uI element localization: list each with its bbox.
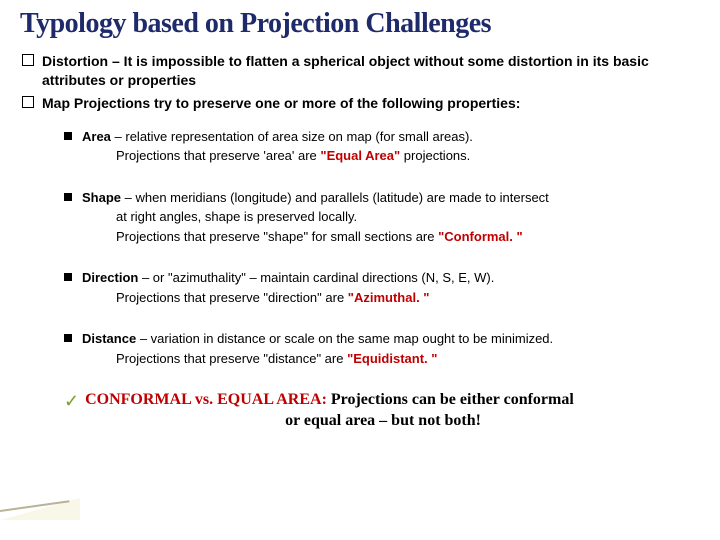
slide-title: Typology based on Projection Challenges — [0, 0, 720, 52]
top-label-1: Distortion — [42, 53, 108, 69]
square-bullet-icon — [64, 132, 72, 140]
sub-red: "Azimuthal. " — [348, 290, 430, 305]
sub-line1: – when meridians (longitude) and paralle… — [121, 190, 549, 205]
sub-line2b: projections. — [400, 148, 470, 163]
checkmark-icon: ✓ — [64, 392, 79, 410]
checkbox-icon — [22, 54, 34, 66]
sub-line2a: Projections that preserve 'area' are — [116, 148, 320, 163]
sub-line1: – or "azimuthality" – maintain cardinal … — [138, 270, 494, 285]
sub-item-area: Area – relative representation of area s… — [64, 127, 698, 166]
sub-line2a: Projections that preserve "direction" ar… — [116, 290, 348, 305]
sub-line1: – relative representation of area size o… — [111, 129, 473, 144]
sub-line1: – variation in distance or scale on the … — [136, 331, 553, 346]
content-area: Distortion – It is impossible to flatten… — [0, 52, 720, 432]
square-bullet-icon — [64, 334, 72, 342]
sub-cont: at right angles, shape is preserved loca… — [64, 207, 698, 227]
sub-red: "Equal Area" — [320, 148, 400, 163]
top-bullet-2: Map Projections try to preserve one or m… — [22, 94, 698, 113]
top-bullet-1: Distortion – It is impossible to flatten… — [22, 52, 698, 90]
sub-item-direction: Direction – or "azimuthality" – maintain… — [64, 268, 698, 307]
footer-lead: CONFORMAL vs. EQUAL AREA: — [85, 391, 327, 408]
sub-line2a: Projections that preserve "shape" for sm… — [116, 229, 438, 244]
sub-label: Direction — [82, 270, 138, 285]
footer-rest1: Projections can be either conformal — [327, 391, 574, 408]
square-bullet-icon — [64, 273, 72, 281]
square-bullet-icon — [64, 193, 72, 201]
sub-list: Area – relative representation of area s… — [22, 127, 698, 369]
sub-red: "Conformal. " — [438, 229, 523, 244]
top-text-1: – It is impossible to flatten a spherica… — [42, 53, 649, 88]
footer-note: ✓ CONFORMAL vs. EQUAL AREA: Projections … — [22, 390, 698, 432]
sub-label: Shape — [82, 190, 121, 205]
sub-label: Distance — [82, 331, 136, 346]
sub-line2a: Projections that preserve "distance" are — [116, 351, 347, 366]
top-text-2: Map Projections try to preserve one or m… — [42, 95, 520, 111]
checkbox-icon — [22, 96, 34, 108]
footer-rest2: or equal area – but not both! — [85, 411, 574, 432]
sub-red: "Equidistant. " — [347, 351, 437, 366]
sub-item-shape: Shape – when meridians (longitude) and p… — [64, 188, 698, 247]
sub-label: Area — [82, 129, 111, 144]
sub-item-distance: Distance – variation in distance or scal… — [64, 329, 698, 368]
